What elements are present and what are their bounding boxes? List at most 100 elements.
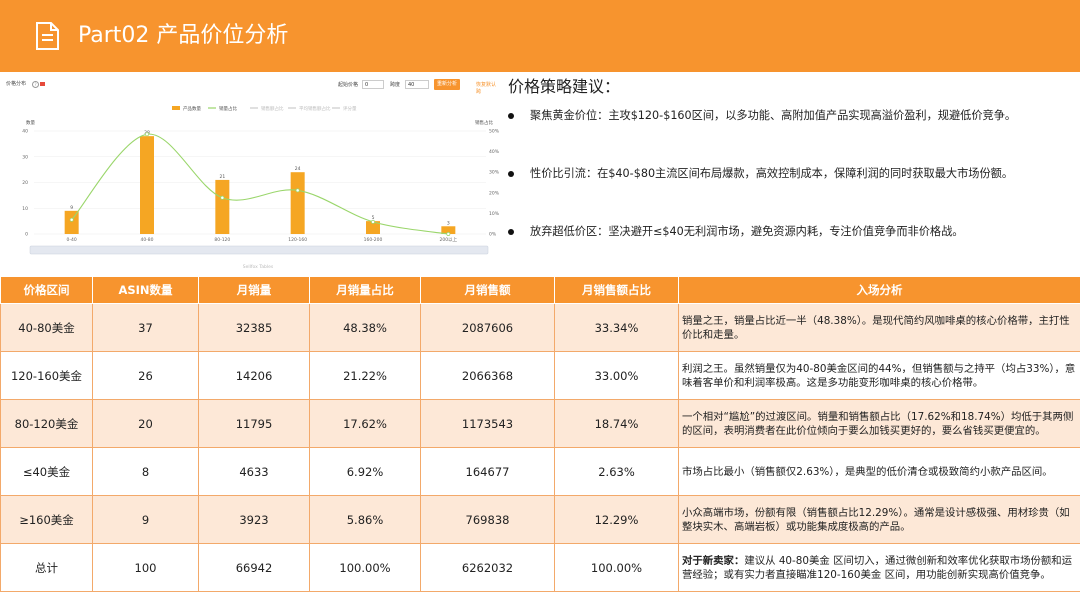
cell-analysis: 市场占比最小（销售额仅2.63%），是典型的低价清仓或极致简约小款产品区间。	[678, 447, 1080, 496]
cell-sales-pct: 6.92%	[309, 447, 421, 496]
cell-revenue-pct: 33.00%	[554, 351, 679, 400]
chart-bar	[140, 136, 154, 234]
cell-analysis: 对于新卖家：建议从 40-80美金 区间切入，通过微创新和效率优化获取市场份额和…	[678, 543, 1080, 592]
reanalyze-button[interactable]: 重新分析	[434, 79, 461, 90]
chart-bar	[290, 172, 305, 234]
y-tick-label: 0	[25, 232, 28, 238]
start-price-input[interactable]: 0	[362, 80, 384, 89]
strategy-item-text: 聚焦黄金价位：主攻$120-$160区间，以多功能、高附加值产品实现高溢价盈利，…	[530, 109, 1017, 122]
strategy-section: 价格策略建议： 聚焦黄金价位：主攻$120-$160区间，以多功能、高附加值产品…	[508, 76, 1078, 238]
legend-label: 评分量	[343, 105, 357, 112]
analysis-bold-prefix: 对于新卖家：	[682, 554, 745, 567]
cell-sales-pct: 5.86%	[309, 495, 421, 544]
x-tick-label: 200以上	[440, 236, 458, 243]
series-line	[71, 133, 449, 235]
cell-range: 120-160美金	[0, 351, 93, 400]
page-title: Part02 产品价位分析	[78, 23, 289, 48]
x-tick-label: 0-40	[67, 237, 77, 243]
cell-range: 80-120美金	[0, 399, 93, 448]
span-input[interactable]: 40	[405, 80, 429, 89]
cell-asin: 100	[92, 543, 199, 592]
cell-asin: 8	[92, 447, 199, 496]
y-axis-title: 数量	[26, 119, 35, 126]
legend-label: 销量占比	[219, 105, 237, 112]
video-icon[interactable]	[40, 82, 45, 86]
bullet-icon	[508, 112, 514, 119]
line-point	[69, 217, 74, 222]
cell-revenue-pct: 18.74%	[554, 399, 679, 448]
cell-range: 40-80美金	[0, 303, 93, 352]
x-tick-label: 80-120	[214, 237, 230, 243]
table-row: 40-80美金 37 32385 48.38% 2087606 33.34% 销…	[0, 303, 1080, 352]
line-point	[371, 219, 375, 224]
cell-sales: 32385	[198, 303, 310, 352]
document-icon	[36, 22, 59, 50]
bar-data-label: 5	[372, 215, 375, 221]
chart-panel-title: 价格分布	[6, 81, 27, 87]
cell-sales: 4633	[198, 447, 310, 496]
cell-revenue-pct: 2.63%	[554, 447, 679, 496]
cell-revenue: 1173543	[420, 399, 555, 448]
bullet-icon	[508, 228, 514, 235]
y2-tick-label: 30%	[489, 170, 500, 176]
cell-analysis: 一个相对“尴尬”的过渡区间。销量和销售额占比（17.62%和18.74%）均低于…	[678, 399, 1080, 448]
bar-data-label: 3	[447, 220, 450, 226]
table-row: 80-120美金 20 11795 17.62% 1173543 18.74% …	[0, 399, 1080, 448]
cell-revenue: 2066368	[420, 351, 555, 400]
cell-sales: 14206	[198, 351, 310, 400]
cell-asin: 37	[92, 303, 199, 352]
analysis-text: 建议从 40-80美金 区间切入，通过微创新和效率优化获取市场份额和运营经验；或…	[682, 554, 1073, 581]
col-header-sales-pct: 月销量占比	[309, 276, 421, 304]
y-tick-label: 40	[22, 129, 28, 135]
chart-bar	[64, 210, 79, 234]
cell-analysis: 销量之王，销量占比近一半（48.38%）。是现代简约风咖啡桌的核心价格带，主打性…	[678, 303, 1080, 352]
watermark-text: Sellfox Tables	[243, 264, 274, 270]
bar-data-label: 24	[295, 166, 301, 172]
col-header-sales: 月销量	[198, 276, 310, 304]
x-tick-label: 40-80	[140, 237, 153, 243]
cell-asin: 20	[92, 399, 199, 448]
cell-asin: 9	[92, 495, 199, 544]
cell-sales: 3923	[198, 495, 310, 544]
cell-revenue: 164677	[420, 447, 555, 496]
restore-default-link[interactable]: 恢复默认跨	[476, 82, 497, 95]
y-tick-label: 10	[22, 206, 28, 212]
cell-revenue-pct: 100.00%	[554, 543, 679, 592]
zoom-slider	[29, 245, 489, 255]
bar-data-label: 21	[219, 174, 225, 180]
cell-analysis: 利润之王。虽然销量仅为40-80美金区间的44%，但销售额与之持平（均占33%）…	[678, 351, 1080, 400]
y2-tick-label: 50%	[489, 129, 500, 135]
y-tick-label: 30	[22, 154, 28, 160]
strategy-title: 价格策略建议：	[508, 77, 621, 96]
chart-bar	[441, 226, 456, 234]
table-row-total: 总计 100 66942 100.00% 6262032 100.00% 对于新…	[0, 543, 1080, 592]
strategy-item: 聚焦黄金价位：主攻$120-$160区间，以多功能、高附加值产品实现高溢价盈利，…	[508, 108, 1078, 124]
line-point	[446, 232, 451, 236]
legend-label: 产品数量	[183, 105, 201, 112]
y-tick-label: 20	[22, 180, 28, 186]
x-tick-label: 160-200	[364, 237, 383, 243]
price-analysis-table: 价格区间 ASIN数量 月销量 月销量占比 月销售额 月销售额占比 入场分析 4…	[0, 276, 1080, 592]
y2-tick-label: 20%	[489, 190, 500, 196]
col-header-analysis: 入场分析	[678, 276, 1080, 304]
cell-revenue-pct: 12.29%	[554, 495, 679, 544]
y2-tick-label: 10%	[489, 211, 500, 217]
cell-analysis: 小众高端市场，份额有限（销售额占比12.29%）。通常是设计感极强、用材珍贵（如…	[678, 495, 1080, 544]
col-header-revenue-pct: 月销售额占比	[554, 276, 679, 304]
line-point	[145, 132, 149, 137]
y2-axis-title: 销售占比	[475, 119, 493, 126]
cell-revenue: 6262032	[420, 543, 555, 592]
header-bar: Part02 产品价位分析	[0, 0, 1080, 72]
cell-sales-pct: 17.62%	[309, 399, 421, 448]
y2-tick-label: 40%	[489, 149, 500, 155]
chart-bar	[366, 221, 380, 234]
cell-range: ≥160美金	[0, 495, 93, 544]
strategy-item: 放弃超低价区：坚决避开≤$40无利润市场，避免资源内耗，专注价值竞争而非价格战。	[508, 224, 1078, 240]
bullet-icon	[508, 170, 514, 177]
help-icon[interactable]: ?	[32, 81, 39, 88]
cell-sales-pct: 48.38%	[309, 303, 421, 352]
legend-label: 平均销售额占比	[299, 105, 331, 112]
cell-range: 总计	[0, 543, 93, 592]
y2-tick-label: 0%	[489, 232, 497, 238]
